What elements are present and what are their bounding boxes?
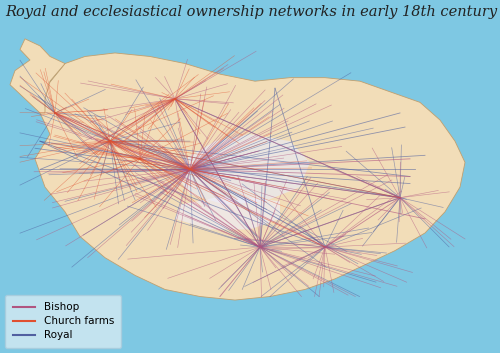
Legend: Bishop, Church farms, Royal: Bishop, Church farms, Royal	[5, 295, 121, 348]
Polygon shape	[180, 134, 310, 205]
Polygon shape	[175, 198, 280, 229]
Text: Royal and ecclesiastical ownership networks in early 18th century Iceland: Royal and ecclesiastical ownership netwo…	[5, 5, 500, 19]
Polygon shape	[10, 39, 65, 113]
Polygon shape	[35, 53, 465, 300]
